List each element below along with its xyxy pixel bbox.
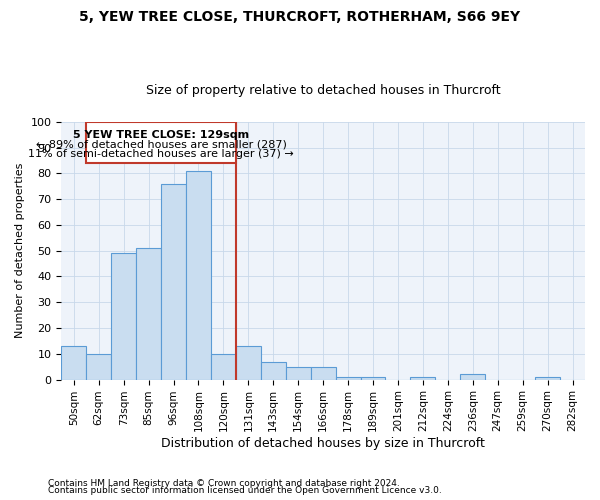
Bar (61, 346, 86, 380)
Bar (211, 354, 236, 380)
Text: 5, YEW TREE CLOSE, THURCROFT, ROTHERHAM, S66 9EY: 5, YEW TREE CLOSE, THURCROFT, ROTHERHAM,… (79, 10, 521, 24)
Bar (535, 377, 560, 380)
Y-axis label: Number of detached properties: Number of detached properties (15, 163, 25, 338)
Bar (86, 122, 236, 163)
Bar (311, 366, 335, 380)
Bar (161, 184, 186, 380)
X-axis label: Distribution of detached houses by size in Thurcroft: Distribution of detached houses by size … (161, 437, 485, 450)
Bar (335, 377, 361, 380)
Bar (86, 354, 111, 380)
Bar (361, 377, 385, 380)
Text: Contains HM Land Registry data © Crown copyright and database right 2024.: Contains HM Land Registry data © Crown c… (48, 478, 400, 488)
Bar (410, 377, 436, 380)
Bar (236, 346, 261, 380)
Title: Size of property relative to detached houses in Thurcroft: Size of property relative to detached ho… (146, 84, 500, 97)
Bar (286, 366, 311, 380)
Bar (136, 248, 161, 380)
Text: Contains public sector information licensed under the Open Government Licence v3: Contains public sector information licen… (48, 486, 442, 495)
Bar (460, 374, 485, 380)
Text: 5 YEW TREE CLOSE: 129sqm: 5 YEW TREE CLOSE: 129sqm (73, 130, 249, 140)
Text: 11% of semi-detached houses are larger (37) →: 11% of semi-detached houses are larger (… (28, 149, 294, 159)
Bar (186, 171, 211, 380)
Text: ← 89% of detached houses are smaller (287): ← 89% of detached houses are smaller (28… (35, 140, 286, 150)
Bar (111, 254, 136, 380)
Bar (261, 362, 286, 380)
